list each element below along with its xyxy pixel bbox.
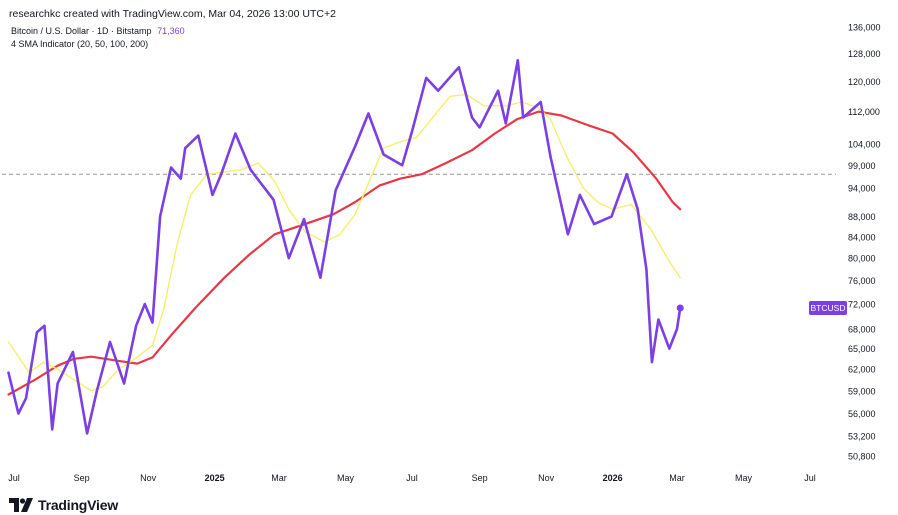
y-tick-label: 128,000 bbox=[848, 49, 881, 59]
chart-credit: researchkc created with TradingView.com,… bbox=[9, 8, 336, 20]
x-tick-label: Jul bbox=[804, 473, 816, 483]
y-tick-label: 80,000 bbox=[848, 254, 876, 264]
y-tick-label: 94,000 bbox=[848, 183, 876, 193]
x-tick-label: 2026 bbox=[603, 473, 623, 483]
y-tick-label: 99,000 bbox=[848, 161, 876, 171]
x-tick-label: Sep bbox=[74, 473, 90, 483]
y-tick-label: 72,000 bbox=[848, 300, 876, 310]
x-tick-label: Mar bbox=[271, 473, 287, 483]
sma-long-line[interactable] bbox=[7, 110, 682, 396]
x-tick-label: Nov bbox=[538, 473, 555, 483]
last-price: 71,360 bbox=[157, 26, 185, 36]
y-tick-label: 53,200 bbox=[848, 431, 876, 441]
btcusd-price-line[interactable] bbox=[7, 59, 682, 435]
y-tick-label: 104,000 bbox=[848, 139, 881, 149]
y-tick-label: 59,000 bbox=[848, 386, 876, 396]
y-tick-label: 88,000 bbox=[848, 212, 876, 222]
tradingview-logo[interactable]: TradingView bbox=[9, 496, 118, 514]
last-price-marker bbox=[676, 304, 684, 312]
tradingview-logo-icon bbox=[9, 498, 33, 512]
price-tag-label: BTCUSD bbox=[811, 303, 846, 313]
x-tick-label: May bbox=[735, 473, 753, 483]
tradingview-wordmark: TradingView bbox=[38, 497, 119, 513]
y-tick-label: 56,000 bbox=[848, 409, 876, 419]
y-tick-label: 76,000 bbox=[848, 276, 876, 286]
symbol-legend[interactable]: Bitcoin / U.S. Dollar · 1D · Bitstamp 71… bbox=[11, 26, 185, 36]
x-tick-label: Nov bbox=[140, 473, 157, 483]
price-tag bbox=[809, 300, 847, 315]
y-tick-label: 120,000 bbox=[848, 77, 881, 87]
x-tick-label: Jul bbox=[406, 473, 418, 483]
indicator-legend[interactable]: 4 SMA Indicator (20, 50, 100, 200) bbox=[11, 39, 149, 49]
symbol-name: Bitcoin / U.S. Dollar · 1D · Bitstamp bbox=[11, 26, 152, 36]
y-tick-label: 62,000 bbox=[848, 365, 876, 375]
x-tick-label: Jul bbox=[8, 473, 20, 483]
y-tick-label: 50,800 bbox=[848, 452, 876, 462]
x-tick-label: Mar bbox=[669, 473, 685, 483]
y-tick-label: 112,000 bbox=[848, 107, 880, 117]
y-tick-label: 84,000 bbox=[848, 232, 876, 242]
x-tick-label: Sep bbox=[472, 473, 488, 483]
y-tick-label: 68,000 bbox=[848, 324, 876, 334]
x-tick-label: May bbox=[337, 473, 355, 483]
y-tick-label: 136,000 bbox=[848, 23, 881, 33]
y-tick-label: 65,000 bbox=[848, 344, 876, 354]
x-tick-label: 2025 bbox=[205, 473, 225, 483]
